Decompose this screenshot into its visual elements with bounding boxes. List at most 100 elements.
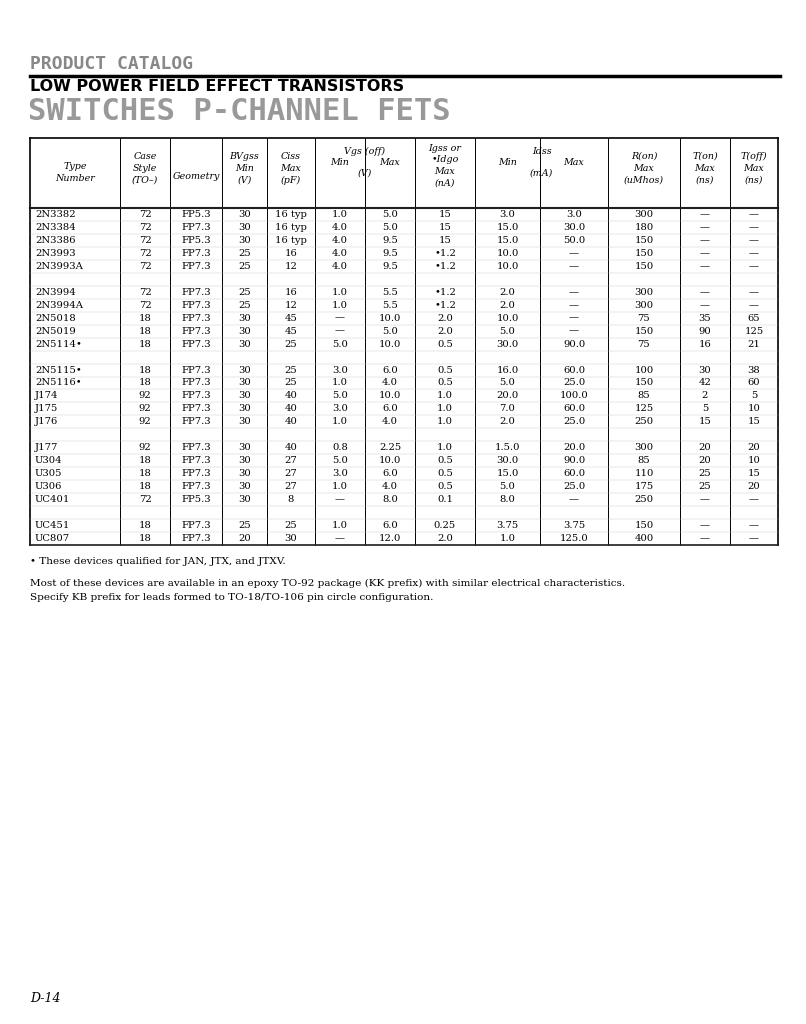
Text: 20.0: 20.0 xyxy=(496,391,518,400)
Text: FP7.3: FP7.3 xyxy=(181,327,211,336)
Text: 40: 40 xyxy=(285,404,297,414)
Text: —: — xyxy=(749,301,759,309)
Text: 40: 40 xyxy=(285,391,297,400)
Text: FP7.3: FP7.3 xyxy=(181,457,211,465)
Text: 2.0: 2.0 xyxy=(500,418,516,426)
Text: 30.0: 30.0 xyxy=(496,340,518,348)
Text: 30: 30 xyxy=(238,418,251,426)
Text: Idss: Idss xyxy=(532,147,551,156)
Text: UC451: UC451 xyxy=(35,521,70,530)
Text: 72: 72 xyxy=(139,496,152,504)
Text: 60.0: 60.0 xyxy=(563,404,585,414)
Text: 1.5.0: 1.5.0 xyxy=(495,443,520,453)
Text: 2N3993A: 2N3993A xyxy=(35,262,83,270)
Text: 150: 150 xyxy=(634,521,654,530)
Text: 27: 27 xyxy=(285,482,297,492)
Text: 18: 18 xyxy=(139,535,152,543)
Text: 18: 18 xyxy=(139,313,152,323)
Text: 60: 60 xyxy=(748,379,760,387)
Text: 42: 42 xyxy=(699,379,712,387)
Text: FP7.3: FP7.3 xyxy=(181,301,211,309)
Text: 0.1: 0.1 xyxy=(437,496,453,504)
Text: (mA): (mA) xyxy=(530,169,553,178)
Text: 25.0: 25.0 xyxy=(563,482,585,492)
Text: 15: 15 xyxy=(747,469,760,478)
Text: 125.0: 125.0 xyxy=(559,535,588,543)
Text: 92: 92 xyxy=(139,391,152,400)
Text: 20: 20 xyxy=(238,535,251,543)
Text: Case
Style
(TO–): Case Style (TO–) xyxy=(132,152,158,184)
Text: 150: 150 xyxy=(634,236,654,245)
Text: 10.0: 10.0 xyxy=(379,457,401,465)
Text: FP5.3: FP5.3 xyxy=(181,236,211,245)
Text: 0.8: 0.8 xyxy=(332,443,348,453)
Text: 72: 72 xyxy=(139,236,152,245)
Text: FP7.3: FP7.3 xyxy=(181,313,211,323)
Text: Min: Min xyxy=(330,158,350,167)
Text: Ciss
Max
(pF): Ciss Max (pF) xyxy=(280,152,301,184)
Text: 16 typ: 16 typ xyxy=(275,223,307,232)
Text: •1.2: •1.2 xyxy=(434,288,456,297)
Text: —: — xyxy=(700,249,710,258)
Text: 3.0: 3.0 xyxy=(332,469,348,478)
Text: —: — xyxy=(700,535,710,543)
Text: 6.0: 6.0 xyxy=(382,521,398,530)
Text: —: — xyxy=(749,210,759,219)
Text: 30: 30 xyxy=(238,391,251,400)
Text: •1.2: •1.2 xyxy=(434,262,456,270)
Text: FP7.3: FP7.3 xyxy=(181,379,211,387)
Text: 2.0: 2.0 xyxy=(437,535,453,543)
Text: 8: 8 xyxy=(288,496,294,504)
Text: 18: 18 xyxy=(139,340,152,348)
Text: 100.0: 100.0 xyxy=(559,391,588,400)
Text: —: — xyxy=(335,535,345,543)
Text: UC807: UC807 xyxy=(35,535,70,543)
Text: 20: 20 xyxy=(699,457,712,465)
Text: FP7.3: FP7.3 xyxy=(181,288,211,297)
Text: 2.0: 2.0 xyxy=(437,327,453,336)
Text: —: — xyxy=(569,313,579,323)
Text: 12: 12 xyxy=(285,301,297,309)
Text: LOW POWER FIELD EFFECT TRANSISTORS: LOW POWER FIELD EFFECT TRANSISTORS xyxy=(30,79,404,94)
Text: 18: 18 xyxy=(139,327,152,336)
Text: 25: 25 xyxy=(238,521,251,530)
Text: 3.75: 3.75 xyxy=(563,521,585,530)
Text: D-14: D-14 xyxy=(30,992,60,1005)
Text: 5.0: 5.0 xyxy=(382,210,398,219)
Text: Specify KB prefix for leads formed to TO-18/TO-106 pin circle configuration.: Specify KB prefix for leads formed to TO… xyxy=(30,593,434,602)
Text: 25: 25 xyxy=(285,379,297,387)
Text: 30: 30 xyxy=(238,340,251,348)
Text: 30: 30 xyxy=(238,313,251,323)
Text: 25: 25 xyxy=(699,469,712,478)
Text: 2.0: 2.0 xyxy=(500,301,516,309)
Text: 5: 5 xyxy=(751,391,757,400)
Text: 2N5115•: 2N5115• xyxy=(35,366,81,375)
Text: 15: 15 xyxy=(438,223,451,232)
Text: Vgs (off): Vgs (off) xyxy=(344,147,385,156)
Text: 1.0: 1.0 xyxy=(437,418,453,426)
Text: 9.5: 9.5 xyxy=(382,249,398,258)
Text: 10.0: 10.0 xyxy=(379,340,401,348)
Text: 15.0: 15.0 xyxy=(496,236,519,245)
Text: —: — xyxy=(700,301,710,309)
Text: 25.0: 25.0 xyxy=(563,379,585,387)
Text: 18: 18 xyxy=(139,457,152,465)
Text: 4.0: 4.0 xyxy=(382,482,398,492)
Text: 16: 16 xyxy=(285,249,297,258)
Text: FP5.3: FP5.3 xyxy=(181,496,211,504)
Text: 250: 250 xyxy=(634,418,654,426)
Text: 5.0: 5.0 xyxy=(382,223,398,232)
Text: Max: Max xyxy=(380,158,401,167)
Text: —: — xyxy=(700,496,710,504)
Text: 8.0: 8.0 xyxy=(382,496,398,504)
Text: 125: 125 xyxy=(634,404,654,414)
Text: 25: 25 xyxy=(285,521,297,530)
Text: UC401: UC401 xyxy=(35,496,70,504)
Text: 40: 40 xyxy=(285,418,297,426)
Text: 30: 30 xyxy=(699,366,712,375)
Text: 10.0: 10.0 xyxy=(496,249,519,258)
Text: —: — xyxy=(749,262,759,270)
Text: Type
Number: Type Number xyxy=(55,162,95,183)
Text: —: — xyxy=(700,262,710,270)
Text: 16: 16 xyxy=(699,340,712,348)
